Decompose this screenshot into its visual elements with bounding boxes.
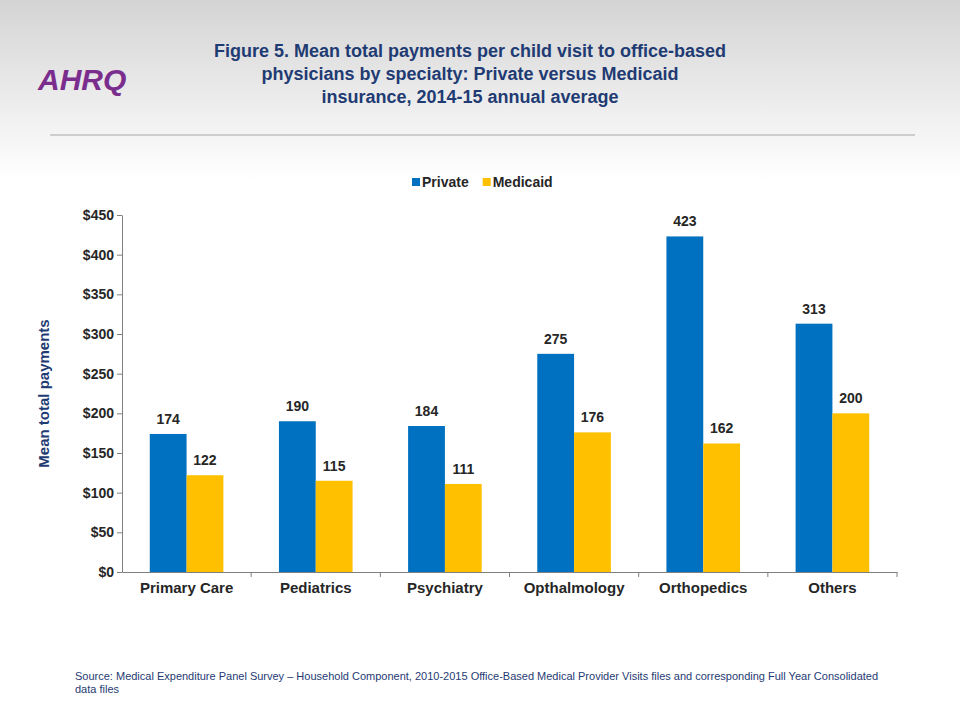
data-label: 190 (286, 398, 310, 414)
bar (574, 432, 611, 572)
y-tick: $0 (98, 564, 122, 580)
x-tick: Primary Care (140, 572, 233, 596)
data-labels: 174 190 184 275 423 313 122 115 111 176 162 200 (156, 213, 862, 477)
legend-swatch (412, 178, 420, 186)
y-tick: $300 (83, 326, 122, 342)
source: Source: Medical Expenditure Panel Survey… (75, 670, 878, 695)
title: Figure 5. Mean total payments per child … (214, 41, 726, 107)
x-tick: Others (808, 572, 856, 596)
data-label: 200 (839, 390, 863, 406)
category-separator (638, 572, 639, 577)
title-line: insurance, 2014-15 annual average (321, 87, 618, 107)
y-tick-label: $450 (83, 207, 114, 223)
data-label: 176 (581, 409, 605, 425)
y-tick-label: $250 (83, 366, 114, 382)
y-tick-mark (117, 532, 122, 533)
x-tick-label: Orthopedics (659, 579, 747, 596)
y-tick: $400 (83, 247, 122, 263)
y-tick-mark (117, 493, 122, 494)
y-tick-mark (117, 453, 122, 454)
data-label: 115 (323, 458, 346, 474)
source-line: data files (75, 683, 120, 695)
x-tick-label: Others (808, 579, 856, 596)
x-tick: Pediatrics (280, 572, 352, 596)
title-line: Figure 5. Mean total payments per child … (214, 41, 726, 61)
bar (150, 434, 187, 572)
y-tick-label: $50 (91, 524, 115, 540)
y-tick: $150 (83, 445, 122, 461)
bar (316, 481, 353, 572)
bars (150, 236, 869, 572)
y-tick-mark (117, 294, 122, 295)
y-tick: $200 (83, 405, 122, 421)
data-label: 111 (452, 461, 474, 477)
y-axis-line (122, 216, 123, 573)
legend: Private Medicaid (412, 174, 553, 190)
bar (703, 443, 740, 572)
y-tick-mark (117, 215, 122, 216)
bar (666, 236, 703, 572)
y-tick-label: $200 (83, 405, 114, 421)
y-tick: $100 (83, 485, 122, 501)
bar (796, 324, 833, 572)
y-tick-mark (117, 374, 122, 375)
y-tick-mark (117, 334, 122, 335)
y-tick-label: $100 (83, 485, 114, 501)
x-tick-label: Psychiatry (407, 579, 484, 596)
x-tick: Orthopedics (659, 572, 747, 596)
y-axis: $0 $50 $100 $150 $200 $250 $300 $350 $400 $450 (83, 207, 123, 580)
data-label: 122 (193, 452, 217, 468)
legend-swatch (483, 178, 491, 186)
bar (279, 421, 316, 572)
x-tick-label: Primary Care (140, 579, 233, 596)
y-tick: $250 (83, 366, 122, 382)
logo: AHRQ (37, 63, 126, 96)
x-axis: Primary Care Pediatrics Psychiatry Opthalmo… (123, 572, 898, 596)
background (0, 0, 960, 720)
data-label: 162 (710, 420, 734, 436)
source-line: Source: Medical Expenditure Panel Survey… (75, 670, 878, 682)
y-tick-label: $150 (83, 445, 114, 461)
category-separator (897, 572, 898, 577)
bar (445, 484, 482, 572)
x-tick-label: Pediatrics (280, 579, 352, 596)
y-tick-label: $350 (83, 286, 114, 302)
y-tick-label: $0 (98, 564, 114, 580)
category-separator (509, 572, 510, 577)
separator (50, 135, 915, 136)
legend-label: Private (422, 174, 469, 190)
bar (408, 426, 445, 572)
y-tick: $50 (91, 524, 122, 540)
y-tick-mark (117, 255, 122, 256)
y-tick-label: $400 (83, 247, 114, 263)
category-separator (767, 572, 768, 577)
category-separator (251, 572, 252, 577)
legend-label: Medicaid (493, 174, 553, 190)
data-label: 313 (802, 301, 826, 317)
y-tick: $350 (83, 286, 122, 302)
y-tick: $450 (83, 207, 122, 223)
data-label: 174 (156, 411, 180, 427)
data-label: 423 (673, 213, 697, 229)
y-tick-mark (117, 413, 122, 414)
x-tick-label: Opthalmology (524, 579, 625, 596)
y-axis-title: Mean total payments (35, 319, 52, 467)
bar (537, 354, 574, 572)
bar (187, 475, 224, 572)
y-tick-mark (117, 572, 122, 573)
chart: AHRQ Figure 5. Mean total payments per ch… (0, 0, 960, 720)
bar (832, 413, 869, 572)
x-tick: Opthalmology (524, 572, 625, 596)
title-line: physicians by specialty: Private versus … (261, 64, 678, 84)
x-tick: Psychiatry (407, 572, 484, 596)
data-label: 275 (544, 331, 568, 347)
data-label: 184 (415, 403, 439, 419)
y-tick-label: $300 (83, 326, 114, 342)
category-separator (380, 572, 381, 577)
